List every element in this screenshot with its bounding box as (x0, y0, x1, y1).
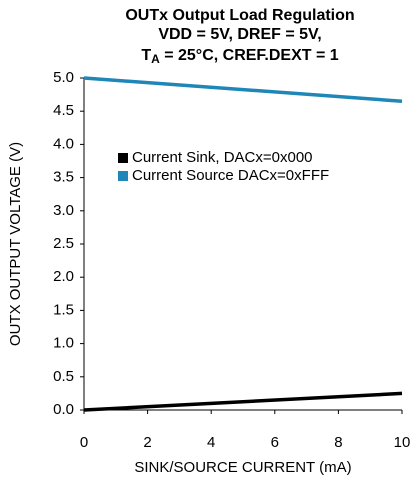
y-tick-label: 4.5 (53, 102, 74, 119)
y-tick-label: 5.0 (53, 69, 74, 86)
legend-swatch (118, 171, 128, 181)
chart-title: VDD = 5V, DREF = 5V, (158, 26, 321, 43)
chart-title: OUTx Output Load Regulation (125, 7, 354, 24)
title-subscript: A (151, 52, 160, 66)
y-tick-label: 3.0 (53, 202, 74, 219)
y-tick-label: 4.0 (53, 135, 74, 152)
x-tick-label: 2 (143, 434, 151, 451)
chart-title: TA = 25°C, CREF.DEXT = 1 (141, 47, 338, 66)
series-line (83, 76, 403, 103)
series-line (83, 391, 403, 412)
y-tick-label: 0.5 (53, 368, 74, 385)
x-tick-label: 0 (80, 434, 88, 451)
y-axis-label: OUTX OUTPUT VOLTAGE (V) (7, 142, 24, 346)
x-tick-label: 10 (394, 434, 411, 451)
title-part: T (141, 47, 151, 64)
y-tick-label: 3.5 (53, 169, 74, 186)
x-tick-label: 8 (334, 434, 342, 451)
title-part: = 25°C, CREF.DEXT = 1 (160, 47, 339, 64)
legend-label: Current Sink, DACx=0x000 (132, 149, 313, 166)
y-tick-label: 1.5 (53, 301, 74, 318)
y-tick-label: 0.0 (53, 401, 74, 418)
y-tick-label: 2.5 (53, 235, 74, 252)
x-tick-label: 4 (207, 434, 215, 451)
x-tick-label: 6 (271, 434, 279, 451)
y-tick-label: 2.0 (53, 268, 74, 285)
legend-label: Current Source DACx=0xFFF (132, 167, 329, 184)
y-tick-label: 1.0 (53, 335, 74, 352)
legend-swatch (118, 153, 128, 163)
x-axis-label: SINK/SOURCE CURRENT (mA) (134, 459, 351, 476)
